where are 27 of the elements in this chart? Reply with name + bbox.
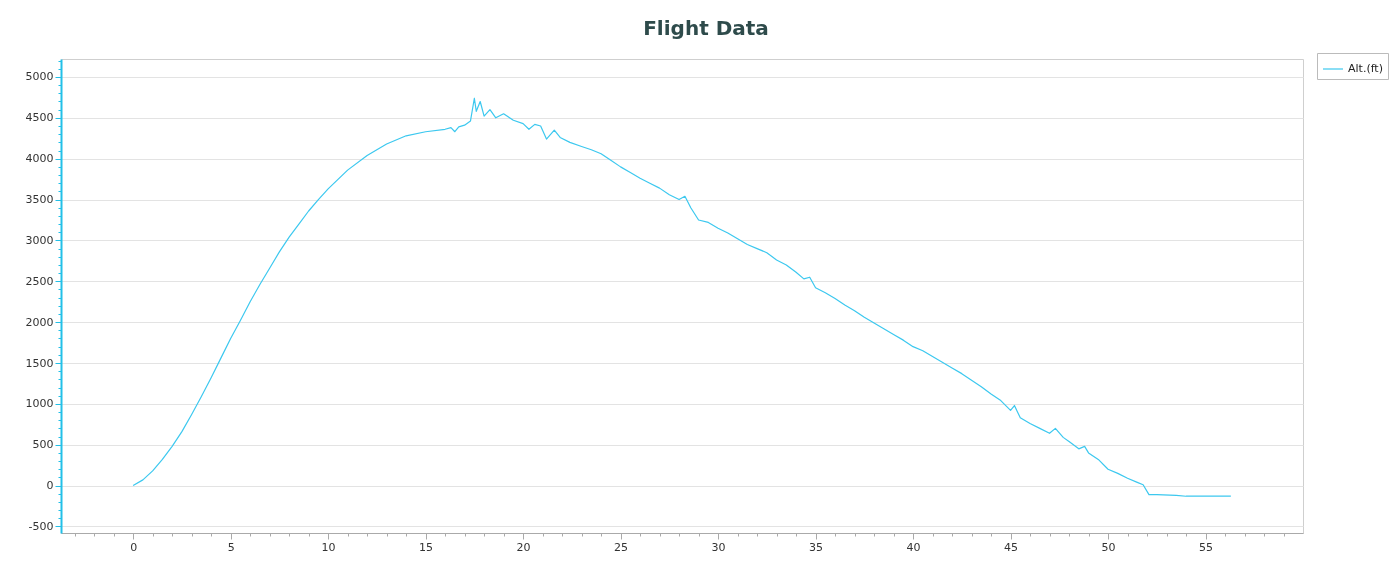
y-tick-label: 2500 <box>25 274 54 288</box>
x-tick-label: 25 <box>614 540 629 554</box>
x-tick-label: 5 <box>227 540 235 554</box>
y-tick-label: 500 <box>32 438 54 452</box>
x-tick-label: 50 <box>1101 540 1116 554</box>
x-tick-label: 10 <box>321 540 336 554</box>
legend-label: Alt.(ft) <box>1348 62 1383 75</box>
line-series <box>132 97 1232 497</box>
y-tick-label: 3000 <box>25 233 54 247</box>
x-tick-label: 30 <box>711 540 726 554</box>
y-tick-label: 5000 <box>25 70 54 84</box>
y-tick-label: 4500 <box>25 111 54 125</box>
y-tick-label: 3500 <box>25 193 54 207</box>
x-tick-label: 40 <box>906 540 921 554</box>
x-tick-label: 45 <box>1004 540 1019 554</box>
y-tick-label: 4000 <box>25 152 54 166</box>
x-tick-label: 35 <box>809 540 824 554</box>
x-tick-label: 20 <box>516 540 531 554</box>
x-tick-label: 0 <box>130 540 138 554</box>
y-tick-label: 1000 <box>25 397 54 411</box>
chart-title: Flight Data <box>643 15 769 40</box>
x-tick-label: 55 <box>1199 540 1214 554</box>
y-tick-label: 2000 <box>25 315 54 329</box>
x-tick-label: 15 <box>419 540 434 554</box>
y-tick-label: 1500 <box>25 356 54 370</box>
y-tick-label: 0 <box>46 479 54 493</box>
y-tick-label: -500 <box>28 519 54 533</box>
